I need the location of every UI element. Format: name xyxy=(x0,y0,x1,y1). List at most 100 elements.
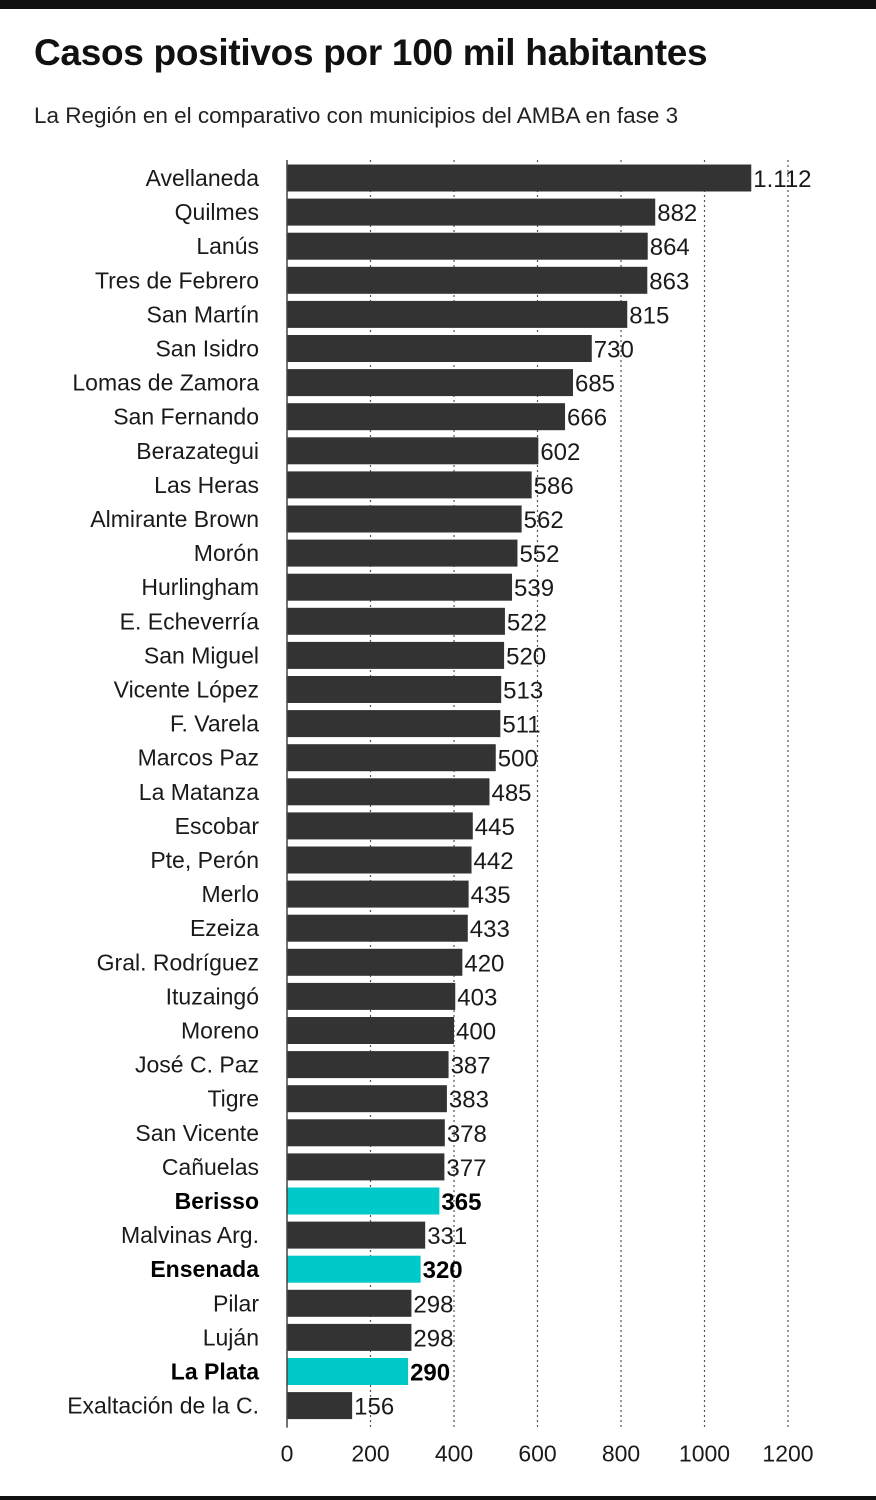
bar xyxy=(287,471,532,499)
category-label: Luján xyxy=(203,1324,259,1350)
bar xyxy=(287,573,513,601)
value-label: 539 xyxy=(514,575,554,602)
bar xyxy=(287,710,501,738)
value-label: 445 xyxy=(475,814,515,841)
chart-subtitle: La Región en el comparativo con municipi… xyxy=(34,103,679,128)
category-label: Vicente López xyxy=(114,677,259,703)
value-label: 586 xyxy=(534,473,574,500)
category-label: Pte, Perón xyxy=(150,847,259,873)
category-label: José C. Paz xyxy=(135,1052,259,1078)
category-label: Gral. Rodríguez xyxy=(97,949,259,975)
bottom-rule xyxy=(0,1496,876,1500)
x-axis-ticks: 0 200 400 600 800 1000 1200 xyxy=(281,1441,814,1467)
value-label: 552 xyxy=(519,541,559,568)
category-label: San Martín xyxy=(147,301,260,327)
category-label: Tres de Febrero xyxy=(95,267,259,293)
category-labels: Avellaneda Quilmes Lanús Tres de Febrero San… xyxy=(67,165,259,1419)
value-label: 511 xyxy=(502,712,540,739)
x-tick-label: 200 xyxy=(351,1441,389,1467)
category-label: Lanús xyxy=(196,233,259,259)
category-label: Merlo xyxy=(201,881,259,907)
value-label: 730 xyxy=(594,337,634,364)
chart-title: Casos positivos por 100 mil habitantes xyxy=(34,32,708,73)
category-label: Ensenada xyxy=(150,1256,259,1282)
category-label: San Vicente xyxy=(135,1120,259,1146)
bar xyxy=(287,880,469,908)
bar xyxy=(287,1119,445,1147)
bar xyxy=(287,437,539,465)
value-label: 420 xyxy=(464,950,504,977)
bar xyxy=(287,1051,449,1079)
category-label: San Isidro xyxy=(155,336,259,362)
value-label: 522 xyxy=(507,609,547,636)
category-label: F. Varela xyxy=(170,711,259,737)
value-label: 377 xyxy=(446,1155,486,1182)
value-label: 815 xyxy=(629,302,669,329)
value-label: 520 xyxy=(506,643,546,670)
x-tick-label: 600 xyxy=(518,1441,556,1467)
top-rule xyxy=(0,0,876,9)
bar xyxy=(287,846,472,874)
bar xyxy=(287,1187,440,1215)
bar xyxy=(287,1392,353,1420)
category-label: Las Heras xyxy=(154,472,259,498)
category-label: Quilmes xyxy=(175,199,259,225)
category-label: Moreno xyxy=(181,1018,259,1044)
bar-chart: Avellaneda Quilmes Lanús Tres de Febrero San… xyxy=(67,160,814,1467)
bar xyxy=(287,607,505,635)
category-label: San Fernando xyxy=(113,404,259,430)
bar xyxy=(287,164,752,192)
bar xyxy=(287,266,648,294)
x-tick-label: 1000 xyxy=(679,1441,730,1467)
value-label: 485 xyxy=(491,780,531,807)
bar xyxy=(287,539,518,567)
category-label: La Plata xyxy=(171,1359,259,1385)
bar xyxy=(287,778,490,806)
bar xyxy=(287,1017,454,1044)
value-label: 156 xyxy=(354,1394,394,1421)
bar xyxy=(287,1323,412,1351)
category-label: Morón xyxy=(194,540,259,566)
bar xyxy=(287,369,573,397)
bar xyxy=(287,1085,447,1113)
value-label: 378 xyxy=(447,1121,487,1148)
bar xyxy=(287,1289,412,1317)
bar xyxy=(287,403,566,431)
category-label: E. Echeverría xyxy=(120,608,260,634)
category-label: Tigre xyxy=(207,1086,259,1112)
category-label: La Matanza xyxy=(139,779,259,805)
bar xyxy=(287,198,656,226)
bar xyxy=(287,300,628,328)
x-tick-label: 400 xyxy=(435,1441,473,1467)
category-label: Pilar xyxy=(213,1290,259,1316)
value-labels: 1.112 882 864 863 815 730 685 666 602 586 562 552 53… xyxy=(354,166,811,1421)
value-label: 290 xyxy=(410,1360,450,1387)
value-label: 331 xyxy=(427,1223,467,1250)
value-label: 685 xyxy=(575,371,615,398)
value-label: 1.112 xyxy=(753,166,811,193)
value-label: 863 xyxy=(649,268,689,295)
x-tick-label: 800 xyxy=(602,1441,640,1467)
bar xyxy=(287,1255,421,1283)
bar xyxy=(287,982,456,1010)
category-label: Marcos Paz xyxy=(138,745,259,771)
value-label: 602 xyxy=(540,439,580,466)
category-label: Escobar xyxy=(175,813,260,839)
category-label: Ituzaingó xyxy=(166,983,259,1009)
value-label: 442 xyxy=(474,848,514,875)
value-label: 666 xyxy=(567,405,607,432)
bar xyxy=(287,914,468,942)
category-label: Malvinas Arg. xyxy=(121,1222,259,1248)
value-label: 298 xyxy=(413,1325,453,1352)
bar xyxy=(287,744,496,772)
bar xyxy=(287,505,522,533)
category-label: Hurlingham xyxy=(141,574,259,600)
category-label: Ezeiza xyxy=(190,915,259,941)
value-label: 433 xyxy=(470,916,510,943)
value-label: 500 xyxy=(498,746,538,773)
bar xyxy=(287,335,592,362)
value-label: 882 xyxy=(657,200,697,227)
bar xyxy=(287,812,473,840)
value-label: 435 xyxy=(471,882,511,909)
category-label: San Miguel xyxy=(144,642,259,668)
